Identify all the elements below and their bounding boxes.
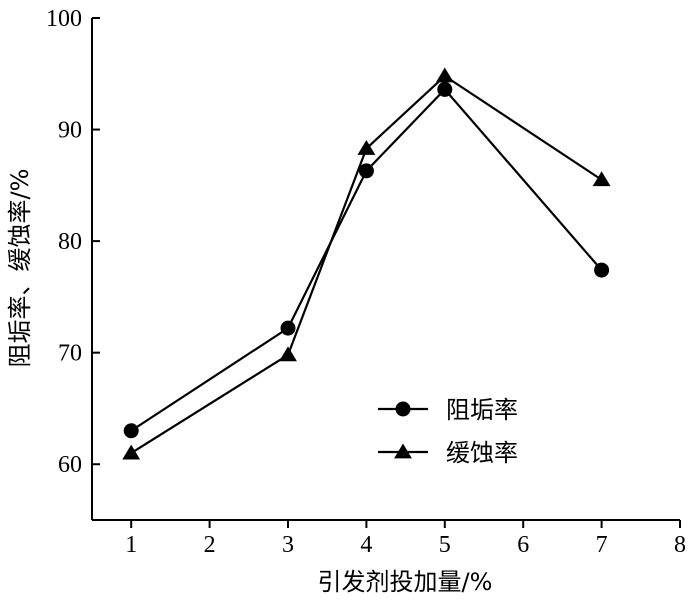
legend-marker-triangle <box>394 443 412 459</box>
y-tick-label: 90 <box>58 118 82 144</box>
data-point-triangle <box>592 171 611 187</box>
y-tick-label: 80 <box>58 229 82 255</box>
y-tick-label: 70 <box>58 341 82 367</box>
data-point-circle <box>594 262 610 278</box>
y-axis-title: 阻垢率、缓蚀率/% <box>6 169 34 368</box>
y-tick-label: 60 <box>58 452 82 478</box>
x-axis-title: 引发剂投加量/% <box>318 568 493 596</box>
series <box>122 67 611 460</box>
data-point-circle <box>358 163 374 179</box>
x-tick-label: 4 <box>360 532 372 558</box>
x-tick-label: 3 <box>282 532 294 558</box>
x-tick-label: 2 <box>204 532 216 558</box>
ticks: 1 2 3 4 5 6 7 8 60 70 80 90 100 <box>46 6 686 558</box>
data-point-triangle <box>357 140 376 155</box>
data-point-triangle <box>279 346 297 362</box>
data-point-triangle <box>435 67 454 83</box>
y-tick-label: 100 <box>46 6 82 32</box>
data-point-circle <box>437 81 453 97</box>
data-point-circle <box>280 320 296 336</box>
x-tick-label: 7 <box>596 532 608 558</box>
legend-label: 缓蚀率 <box>446 439 518 467</box>
x-tick-label: 8 <box>674 532 686 558</box>
data-point-triangle <box>122 444 141 460</box>
x-tick-label: 6 <box>517 532 529 558</box>
legend-marker-circle <box>395 401 411 417</box>
axes <box>91 18 680 521</box>
x-tick-label: 5 <box>439 532 451 558</box>
series-circle <box>123 81 610 439</box>
x-tick-label: 1 <box>125 532 137 558</box>
legend-label: 阻垢率 <box>446 396 518 424</box>
data-point-circle <box>123 423 139 439</box>
legend-item: 缓蚀率 <box>378 439 518 467</box>
series-triangle <box>122 67 611 460</box>
series-line <box>130 74 603 454</box>
legend-item: 阻垢率 <box>378 396 518 424</box>
